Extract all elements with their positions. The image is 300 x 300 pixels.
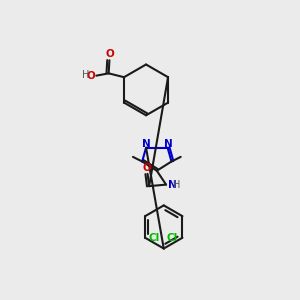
Text: H: H [173, 180, 180, 190]
Text: H: H [82, 70, 89, 80]
Text: Cl: Cl [148, 233, 159, 243]
Text: Cl: Cl [167, 233, 178, 243]
Text: N: N [142, 139, 150, 149]
Text: O: O [87, 71, 96, 81]
Text: N: N [164, 139, 173, 149]
Text: O: O [105, 49, 114, 59]
Text: O: O [142, 164, 151, 173]
Text: N: N [168, 180, 176, 190]
